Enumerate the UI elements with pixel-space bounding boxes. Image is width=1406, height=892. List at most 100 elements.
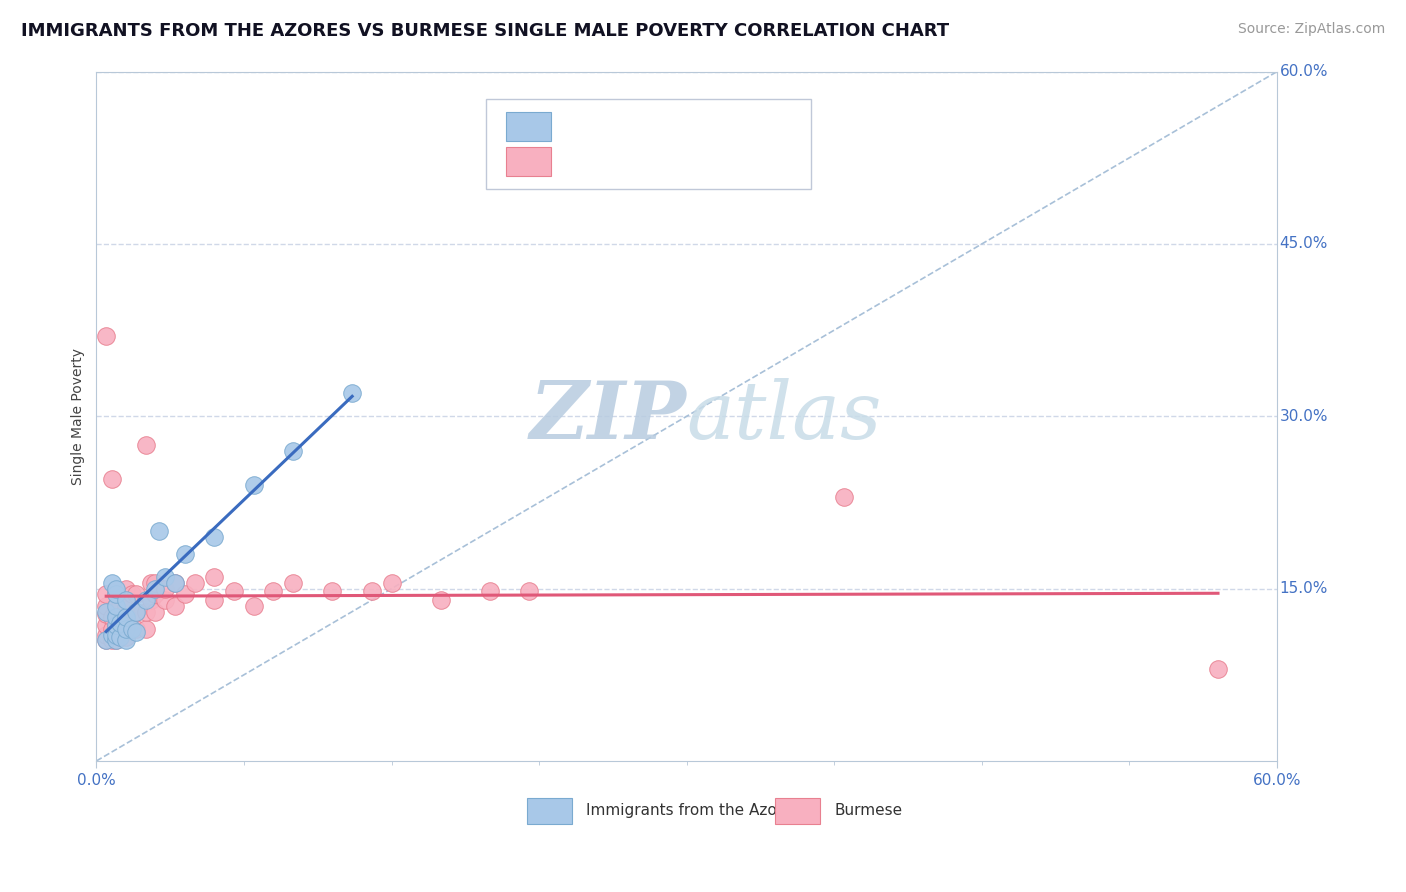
- Text: Burmese: Burmese: [834, 803, 903, 818]
- Point: [105, 582, 128, 596]
- Point: [105, 618, 128, 632]
- Text: atlas: atlas: [686, 377, 882, 455]
- Point: [105, 610, 128, 624]
- Point: [281, 575, 304, 590]
- Text: Source: ZipAtlas.com: Source: ZipAtlas.com: [1237, 22, 1385, 37]
- Point: [105, 618, 128, 632]
- Point: [262, 583, 284, 598]
- Point: [101, 627, 124, 641]
- Text: 60.0%: 60.0%: [1279, 64, 1327, 79]
- Point: [184, 575, 207, 590]
- Point: [108, 599, 131, 613]
- Point: [115, 630, 138, 644]
- Text: R = 0.275: R = 0.275: [565, 118, 648, 136]
- Point: [115, 582, 138, 596]
- Point: [380, 575, 402, 590]
- Point: [105, 587, 128, 601]
- Point: [155, 593, 177, 607]
- Point: [108, 630, 131, 644]
- Point: [115, 610, 138, 624]
- Point: [96, 607, 118, 621]
- Point: [135, 622, 157, 636]
- Point: [155, 570, 177, 584]
- Point: [108, 630, 131, 644]
- Point: [242, 599, 264, 613]
- Point: [121, 587, 143, 601]
- Point: [204, 570, 226, 584]
- Point: [105, 583, 128, 598]
- Point: [115, 593, 138, 607]
- Point: [108, 616, 131, 631]
- Point: [96, 633, 118, 648]
- Point: [145, 575, 167, 590]
- Point: [105, 627, 128, 641]
- Point: [96, 599, 118, 613]
- Point: [115, 607, 138, 621]
- Point: [105, 627, 128, 641]
- Point: [105, 599, 128, 613]
- Point: [105, 633, 128, 648]
- Point: [105, 607, 128, 621]
- Point: [125, 625, 148, 640]
- Point: [1206, 662, 1229, 676]
- Point: [96, 328, 118, 343]
- Text: 30.0%: 30.0%: [1279, 409, 1327, 424]
- FancyBboxPatch shape: [527, 797, 572, 823]
- Point: [96, 633, 118, 648]
- Point: [174, 547, 197, 561]
- Point: [165, 599, 187, 613]
- Point: [101, 575, 124, 590]
- Point: [125, 622, 148, 636]
- Point: [105, 633, 128, 648]
- Point: [224, 583, 246, 598]
- Point: [145, 582, 167, 596]
- FancyBboxPatch shape: [506, 112, 551, 141]
- Point: [204, 530, 226, 544]
- Point: [832, 490, 855, 504]
- Text: R = 0.179: R = 0.179: [565, 153, 648, 170]
- Text: IMMIGRANTS FROM THE AZORES VS BURMESE SINGLE MALE POVERTY CORRELATION CHART: IMMIGRANTS FROM THE AZORES VS BURMESE SI…: [21, 22, 949, 40]
- Point: [340, 386, 363, 401]
- Point: [517, 583, 540, 598]
- Point: [115, 633, 138, 648]
- Text: 15.0%: 15.0%: [1279, 581, 1327, 596]
- Point: [96, 605, 118, 619]
- Point: [125, 605, 148, 619]
- Point: [101, 633, 124, 648]
- Point: [101, 610, 124, 624]
- Point: [96, 627, 118, 641]
- Point: [165, 575, 187, 590]
- Point: [101, 473, 124, 487]
- Point: [108, 618, 131, 632]
- Point: [242, 478, 264, 492]
- FancyBboxPatch shape: [506, 146, 551, 176]
- Point: [141, 593, 163, 607]
- Text: N = 30: N = 30: [699, 118, 756, 136]
- Point: [478, 583, 501, 598]
- Point: [135, 605, 157, 619]
- Point: [96, 587, 118, 601]
- Point: [125, 605, 148, 619]
- Point: [115, 618, 138, 632]
- FancyBboxPatch shape: [775, 797, 820, 823]
- Point: [125, 587, 148, 601]
- FancyBboxPatch shape: [486, 99, 811, 189]
- Point: [145, 587, 167, 601]
- Point: [321, 583, 343, 598]
- Point: [115, 599, 138, 613]
- Point: [115, 622, 138, 636]
- Point: [105, 599, 128, 613]
- Point: [96, 618, 118, 632]
- Point: [101, 622, 124, 636]
- Point: [204, 593, 226, 607]
- Text: N = 57: N = 57: [699, 153, 756, 170]
- Point: [165, 575, 187, 590]
- Y-axis label: Single Male Poverty: Single Male Poverty: [72, 348, 86, 484]
- Point: [145, 605, 167, 619]
- Point: [174, 587, 197, 601]
- Point: [135, 438, 157, 452]
- Point: [148, 524, 170, 538]
- Text: Immigrants from the Azores: Immigrants from the Azores: [586, 803, 800, 818]
- Point: [281, 443, 304, 458]
- Text: ZIP: ZIP: [530, 377, 686, 455]
